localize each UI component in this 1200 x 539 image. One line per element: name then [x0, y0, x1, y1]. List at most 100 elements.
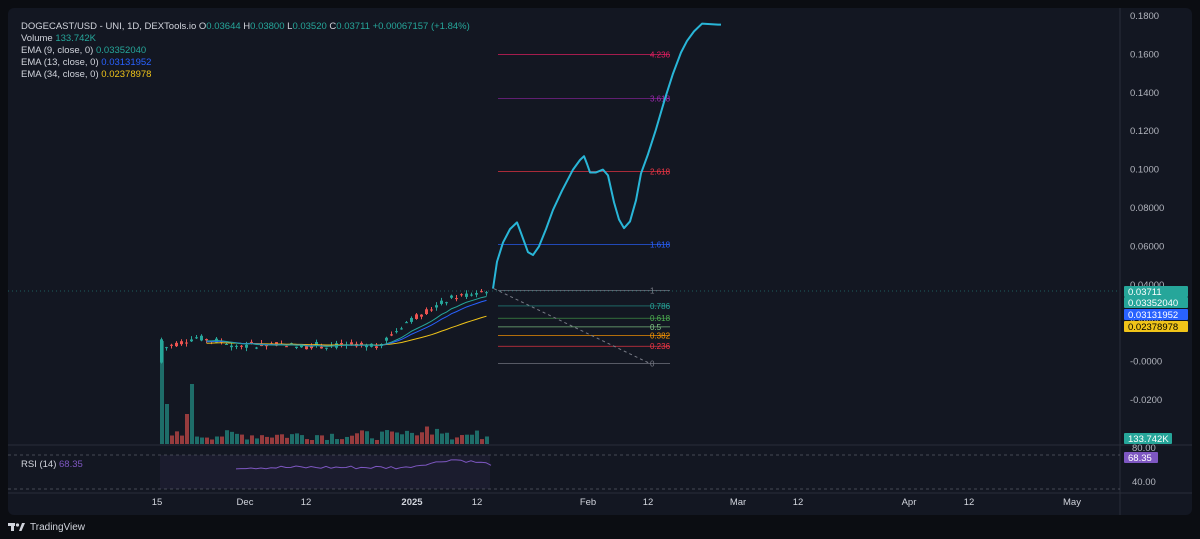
candle [245, 344, 248, 348]
low-label: L [287, 21, 293, 32]
candle [350, 342, 353, 345]
price-tick-label: 0.04000 [1130, 280, 1164, 291]
high-value: 0.03800 [250, 21, 285, 32]
ema34-label: EMA (34, close, 0) [21, 69, 99, 80]
candle [485, 292, 488, 294]
volume-bar [205, 437, 209, 444]
volume-bar [310, 439, 314, 444]
volume-bar [265, 436, 269, 444]
fib-level-label: 3.618 [650, 95, 671, 104]
volume-legend[interactable]: Volume 133.742K [21, 33, 96, 45]
volume-bar [220, 436, 224, 444]
ema34-value: 0.02378978 [101, 69, 152, 80]
price-tick-label: 0.1200 [1130, 126, 1159, 137]
candle [395, 331, 398, 333]
candle [230, 345, 233, 348]
candle [410, 317, 413, 322]
volume-bar [280, 434, 284, 444]
volume-bar [340, 439, 344, 444]
open-value: 0.03644 [206, 21, 241, 32]
price-badge-value: 0.03131952 [1128, 310, 1178, 321]
price-tick-label: 0.1000 [1130, 165, 1159, 176]
rsi-band [160, 455, 490, 489]
volume-bar [485, 436, 489, 444]
time-tick-label: 12 [301, 497, 312, 508]
volume-bar [465, 434, 469, 444]
candle [460, 294, 463, 296]
candle [445, 302, 448, 304]
candle [310, 345, 313, 349]
candle [440, 300, 443, 304]
candle [385, 337, 388, 341]
volume-bar [435, 428, 439, 444]
fib-level-label: 0.236 [650, 342, 671, 351]
candle [365, 345, 368, 348]
volume-bar [320, 435, 324, 444]
close-value: 0.03711 [336, 21, 370, 32]
volume-bar [405, 430, 409, 444]
rsi-value: 68.35 [59, 459, 83, 470]
price-tick-label: 0.08000 [1130, 203, 1164, 214]
volume-bar [455, 437, 459, 444]
volume-value: 133.742K [55, 33, 97, 44]
fib-level-label: 0.5 [650, 323, 662, 332]
candle [175, 342, 178, 347]
volume-bar [350, 435, 354, 444]
candle [315, 342, 318, 346]
rsi-legend[interactable]: RSI (14) 68.35 [21, 459, 83, 470]
volume-badge-value: 133.742K [1128, 434, 1169, 445]
rsi-badge [1124, 452, 1158, 463]
candle [200, 335, 203, 341]
volume-bar [400, 434, 404, 444]
volume-bar [170, 435, 174, 444]
volume-bar [165, 404, 169, 444]
price-tick-label: -0.0000 [1130, 357, 1162, 368]
candle [455, 298, 458, 300]
ema9-label: EMA (9, close, 0) [21, 45, 94, 56]
fib-level-label: 4.236 [650, 50, 671, 59]
time-tick-label: Mar [730, 497, 746, 508]
volume-bar [200, 437, 204, 444]
candle [405, 322, 408, 324]
price-tick-label: 0.1800 [1130, 11, 1159, 22]
price-tick-label: 0.1400 [1130, 88, 1159, 99]
candle [165, 347, 168, 349]
volume-bar [425, 426, 429, 444]
time-tick-label: 2025 [401, 497, 423, 508]
candle [320, 346, 323, 349]
chart-panel[interactable]: 0.1800 0.1600 0.1400 0.1200 0.1000 0.08000 0.0… [8, 8, 1192, 515]
rsi-label: RSI (14) [21, 459, 57, 470]
rsi-line [235, 459, 492, 470]
candle [170, 344, 173, 346]
price-badge-value: 0.03352040 [1128, 298, 1178, 309]
ema9-legend[interactable]: EMA (9, close, 0) 0.03352040 [21, 45, 146, 57]
price-badge [1124, 286, 1188, 297]
volume-bar [315, 435, 319, 444]
fib-level-label: 0.382 [650, 331, 671, 340]
symbol-title[interactable]: DOGECAST/USD - UNI, 1D, DEXTools.io [21, 21, 197, 32]
volume-bar [180, 435, 184, 444]
volume-badge [1124, 433, 1172, 444]
tradingview-footer[interactable]: TradingView [8, 518, 85, 536]
chart-canvas[interactable]: 0.1800 0.1600 0.1400 0.1200 0.1000 0.08000 0.0… [8, 8, 1192, 515]
rsi-tick-label: 40.00 [1132, 477, 1156, 488]
volume-bar [240, 434, 244, 444]
price-badge [1124, 297, 1188, 308]
tradingview-brand: TradingView [30, 521, 86, 533]
candle [240, 345, 243, 347]
volume-bar [360, 430, 364, 444]
candle [470, 294, 473, 296]
volume-bar [385, 430, 389, 444]
volume-bar [365, 431, 369, 444]
ema34-legend[interactable]: EMA (34, close, 0) 0.02378978 [21, 69, 151, 81]
candle [480, 291, 483, 293]
candle [205, 339, 208, 341]
volume-bar [395, 432, 399, 444]
volume-bar [275, 434, 279, 444]
volume-bar [270, 437, 274, 444]
volume-bar [375, 439, 379, 444]
fib-level-label: 0.786 [650, 302, 671, 311]
price-tick-label: 0.1600 [1130, 49, 1159, 60]
ema13-legend[interactable]: EMA (13, close, 0) 0.03131952 [21, 57, 151, 69]
candle [195, 337, 198, 339]
